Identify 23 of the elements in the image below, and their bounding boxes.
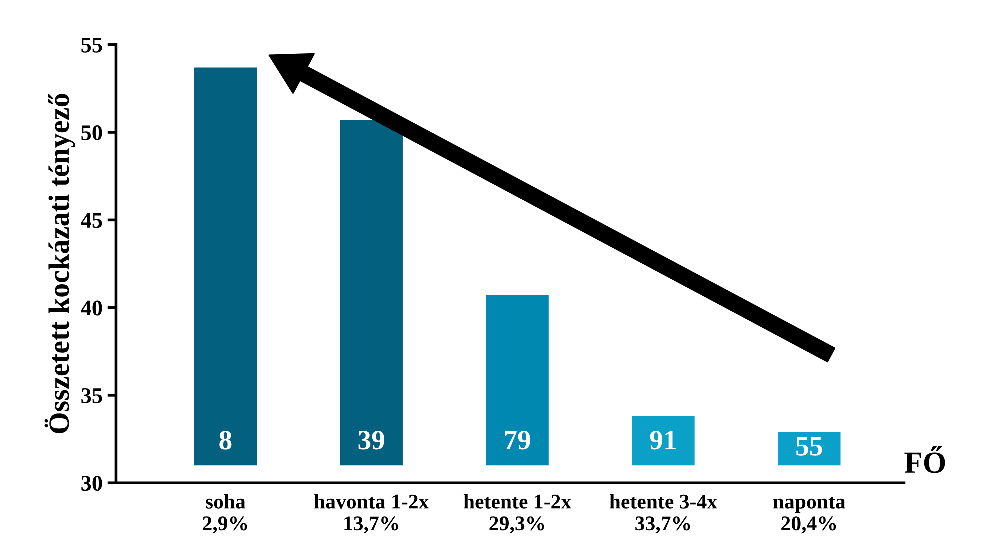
x-tick-label: naponta 20,4% xyxy=(773,496,846,534)
text: FŐ xyxy=(904,446,946,474)
annotation: 55 xyxy=(796,437,822,456)
y-tick-label: 45 xyxy=(81,213,102,228)
bar xyxy=(778,432,841,466)
bar xyxy=(194,68,258,466)
y-tick-label: 40 xyxy=(81,300,102,316)
annotation: 39 xyxy=(358,431,384,450)
bar xyxy=(486,296,549,466)
y-axis-title: Összetett kockázati tényező xyxy=(44,94,76,434)
x-tick-label: hetente 1-2x 29,3% xyxy=(464,494,572,534)
annotation: 8 xyxy=(220,431,232,450)
x-tick-label: soha 2,9% xyxy=(203,494,248,534)
y-tick-label: 30 xyxy=(82,476,102,492)
bar xyxy=(632,416,695,466)
y-tick-label: 35 xyxy=(82,388,102,404)
x-tick-label: hetente 3-4x 33,7% xyxy=(610,494,718,534)
annotation: 91 xyxy=(650,431,676,450)
y-tick-label: 50 xyxy=(82,125,102,140)
y-tick-label: 55 xyxy=(82,38,102,53)
x-tick-label: havonta 1-2x 13,7% xyxy=(314,494,430,534)
annotation: 79 xyxy=(505,431,530,450)
bar xyxy=(340,120,403,466)
